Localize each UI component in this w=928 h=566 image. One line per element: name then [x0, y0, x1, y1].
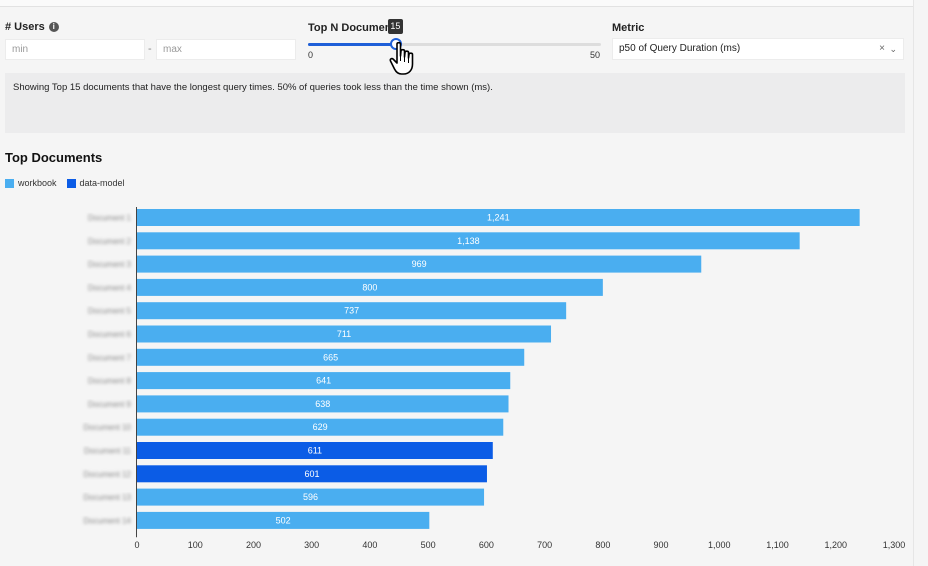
legend-swatch [66, 178, 76, 188]
description-panel: Showing Top 15 documents that have the l… [5, 73, 905, 133]
x-tick-label: 400 [362, 540, 377, 550]
category-label: Document 13 [83, 493, 131, 502]
bar[interactable] [137, 442, 493, 459]
bar-value-label: 601 [304, 469, 319, 479]
category-label: Document 1 [88, 214, 132, 223]
right-divider [913, 0, 914, 566]
bar[interactable] [137, 465, 487, 483]
info-icon[interactable]: i [48, 22, 59, 32]
slider-fill [308, 43, 396, 46]
category-label: Document 4 [88, 283, 132, 292]
users-min-input[interactable] [5, 39, 145, 60]
x-tick-label: 1,000 [708, 540, 731, 550]
top-n-label: Top N Documents [308, 22, 402, 34]
x-tick-label: 600 [479, 540, 494, 550]
legend-label: workbook [18, 178, 57, 188]
category-label: Document 12 [83, 470, 131, 479]
bar[interactable] [137, 395, 509, 413]
legend-item-workbook[interactable]: workbook [5, 178, 57, 188]
slider-value-tooltip: 15 [387, 19, 403, 34]
bar-value-label: 641 [316, 376, 331, 386]
slider-max-label: 50 [590, 50, 601, 60]
bar-value-label: 638 [315, 399, 330, 409]
bar-value-label: 611 [308, 446, 322, 456]
users-label-text: # Users [5, 21, 45, 33]
category-label: Document 7 [88, 353, 132, 362]
x-tick-label: 100 [188, 540, 203, 550]
category-label: Document 8 [88, 377, 132, 386]
x-tick-label: 0 [134, 540, 139, 550]
bar-value-label: 1,241 [487, 213, 510, 223]
x-tick-label: 1,200 [825, 540, 848, 550]
x-tick-label: 1,100 [766, 540, 789, 550]
category-label: Document 3 [88, 260, 132, 269]
chart-legend: workbook data-model [5, 178, 135, 190]
x-tick-label: 900 [654, 540, 669, 550]
category-label: Document 9 [88, 400, 132, 409]
x-tick-label: 300 [304, 540, 319, 550]
clear-icon[interactable]: × [879, 43, 885, 54]
bar-value-label: 711 [337, 329, 351, 339]
category-label: Document 5 [88, 307, 132, 316]
bar[interactable] [137, 488, 485, 506]
bar[interactable] [137, 372, 511, 390]
bar[interactable] [137, 348, 525, 366]
section-title: Top Documents [5, 150, 103, 165]
bar-value-label: 502 [276, 515, 291, 525]
category-label: Document 11 [84, 447, 132, 456]
bar[interactable] [137, 232, 800, 250]
bar[interactable] [137, 278, 603, 296]
range-separator: - [148, 43, 152, 55]
chevron-down-icon[interactable]: ⌄ [889, 44, 897, 54]
bar[interactable] [137, 418, 504, 436]
bar-value-label: 969 [412, 259, 427, 269]
x-tick-label: 700 [537, 540, 552, 550]
x-tick-label: 800 [595, 540, 610, 550]
x-tick-label: 1,300 [883, 540, 906, 550]
bar[interactable] [137, 325, 552, 343]
legend-swatch [5, 178, 14, 188]
bar[interactable] [137, 511, 430, 529]
x-tick-label: 500 [421, 540, 436, 550]
slider-min-label: 0 [308, 50, 314, 60]
bar[interactable] [137, 255, 702, 273]
category-label: Document 14 [83, 516, 131, 525]
bar-value-label: 1,138 [457, 236, 480, 246]
bar-value-label: 800 [362, 282, 377, 292]
x-tick-label: 200 [246, 540, 261, 550]
legend-label: data-model [79, 178, 125, 188]
metric-selected-value: p50 of Query Duration (ms) [619, 43, 741, 54]
description-text: Showing Top 15 documents that have the l… [13, 82, 493, 93]
metric-label: Metric [612, 22, 645, 34]
hand-cursor-icon [389, 41, 414, 75]
legend-item-data-model[interactable]: data-model [66, 178, 125, 188]
bar-value-label: 629 [313, 422, 328, 432]
bar[interactable] [137, 302, 567, 320]
bar-value-label: 596 [303, 492, 318, 502]
category-label: Document 6 [88, 330, 132, 339]
bar-value-label: 665 [323, 352, 338, 362]
metric-select[interactable]: p50 of Query Duration (ms) × ⌄ [612, 38, 904, 60]
users-filter-label: # Users i [5, 21, 59, 33]
category-label: Document 2 [88, 237, 132, 246]
bar-value-label: 737 [344, 306, 359, 316]
category-label: Document 10 [83, 423, 131, 432]
top-bar [0, 0, 914, 7]
bar[interactable] [137, 209, 860, 226]
users-max-input[interactable] [156, 39, 296, 60]
